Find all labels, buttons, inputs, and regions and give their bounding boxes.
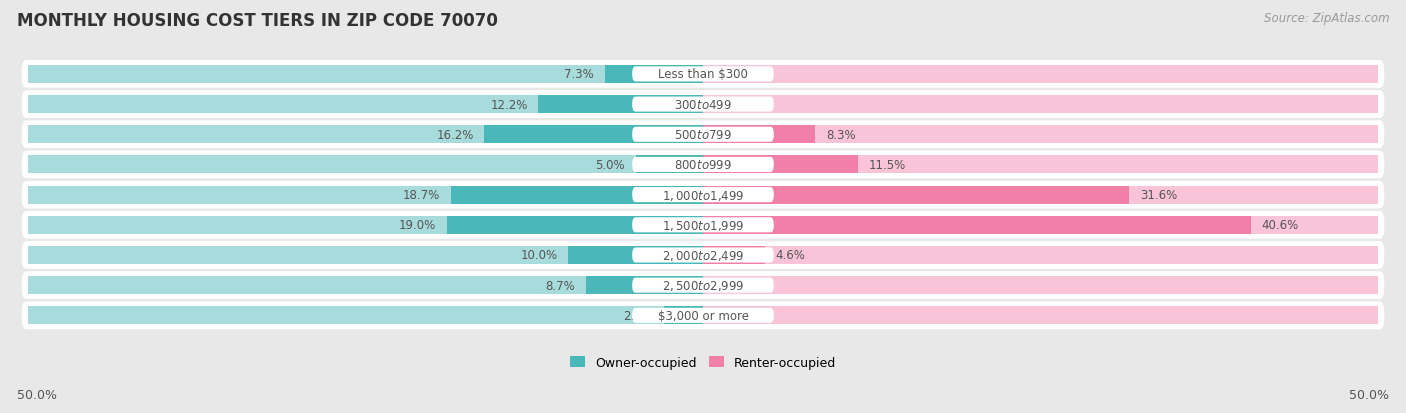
Bar [703,216,1378,234]
Bar [703,186,1129,204]
FancyBboxPatch shape [633,278,773,293]
Bar [28,216,703,234]
Text: 0.0%: 0.0% [723,98,752,112]
FancyBboxPatch shape [633,67,773,82]
FancyBboxPatch shape [21,151,1385,179]
FancyBboxPatch shape [21,272,1385,299]
FancyBboxPatch shape [633,218,773,233]
FancyBboxPatch shape [633,157,773,173]
Text: $2,500 to $2,999: $2,500 to $2,999 [662,278,744,292]
Text: MONTHLY HOUSING COST TIERS IN ZIP CODE 70070: MONTHLY HOUSING COST TIERS IN ZIP CODE 7… [17,12,498,30]
Bar [586,276,703,294]
FancyBboxPatch shape [21,302,1385,330]
Text: 0.0%: 0.0% [723,279,752,292]
Text: 2.9%: 2.9% [623,309,652,322]
Bar [703,246,1378,264]
Text: $2,000 to $2,499: $2,000 to $2,499 [662,248,744,262]
Bar [703,96,1378,114]
FancyBboxPatch shape [21,61,1385,88]
Bar [28,306,703,325]
FancyBboxPatch shape [21,211,1385,239]
Bar [28,66,703,84]
Text: 12.2%: 12.2% [491,98,527,112]
Text: $1,000 to $1,499: $1,000 to $1,499 [662,188,744,202]
Text: 19.0%: 19.0% [399,219,436,232]
Bar [538,96,703,114]
Bar [28,186,703,204]
Bar [703,126,1378,144]
Text: 11.5%: 11.5% [869,159,907,171]
Bar [568,246,703,264]
FancyBboxPatch shape [21,181,1385,209]
Bar [703,156,858,174]
Text: $1,500 to $1,999: $1,500 to $1,999 [662,218,744,232]
Bar [28,126,703,144]
Bar [703,66,1378,84]
Text: 16.2%: 16.2% [436,128,474,141]
Bar [703,276,1378,294]
Bar [703,186,1378,204]
Bar [703,306,1378,325]
Text: 8.3%: 8.3% [825,128,855,141]
Bar [28,276,703,294]
Text: Source: ZipAtlas.com: Source: ZipAtlas.com [1264,12,1389,25]
FancyBboxPatch shape [633,308,773,323]
Text: 4.6%: 4.6% [776,249,806,262]
Bar [703,126,815,144]
Bar [447,216,703,234]
Text: 5.0%: 5.0% [595,159,624,171]
Text: 50.0%: 50.0% [17,388,56,401]
Text: 7.3%: 7.3% [564,68,593,81]
Bar [28,156,703,174]
Text: Less than $300: Less than $300 [658,68,748,81]
Text: 31.6%: 31.6% [1140,189,1177,202]
Bar [485,126,703,144]
Bar [664,306,703,325]
Bar [605,66,703,84]
FancyBboxPatch shape [633,248,773,263]
Bar [28,246,703,264]
Text: 50.0%: 50.0% [1350,388,1389,401]
Text: 18.7%: 18.7% [402,189,440,202]
FancyBboxPatch shape [21,91,1385,119]
Text: 0.0%: 0.0% [723,68,752,81]
Text: 10.0%: 10.0% [520,249,557,262]
FancyBboxPatch shape [21,121,1385,149]
Text: $800 to $999: $800 to $999 [673,159,733,171]
Bar [636,156,703,174]
Text: 40.6%: 40.6% [1261,219,1299,232]
Bar [703,156,1378,174]
Bar [703,246,765,264]
Bar [451,186,703,204]
Text: 0.0%: 0.0% [723,309,752,322]
Text: 8.7%: 8.7% [546,279,575,292]
FancyBboxPatch shape [21,242,1385,269]
Text: $500 to $799: $500 to $799 [673,128,733,141]
Bar [703,216,1251,234]
Legend: Owner-occupied, Renter-occupied: Owner-occupied, Renter-occupied [569,356,837,369]
Text: $300 to $499: $300 to $499 [673,98,733,112]
FancyBboxPatch shape [633,188,773,203]
FancyBboxPatch shape [633,127,773,142]
Text: $3,000 or more: $3,000 or more [658,309,748,322]
FancyBboxPatch shape [633,97,773,112]
Bar [28,96,703,114]
